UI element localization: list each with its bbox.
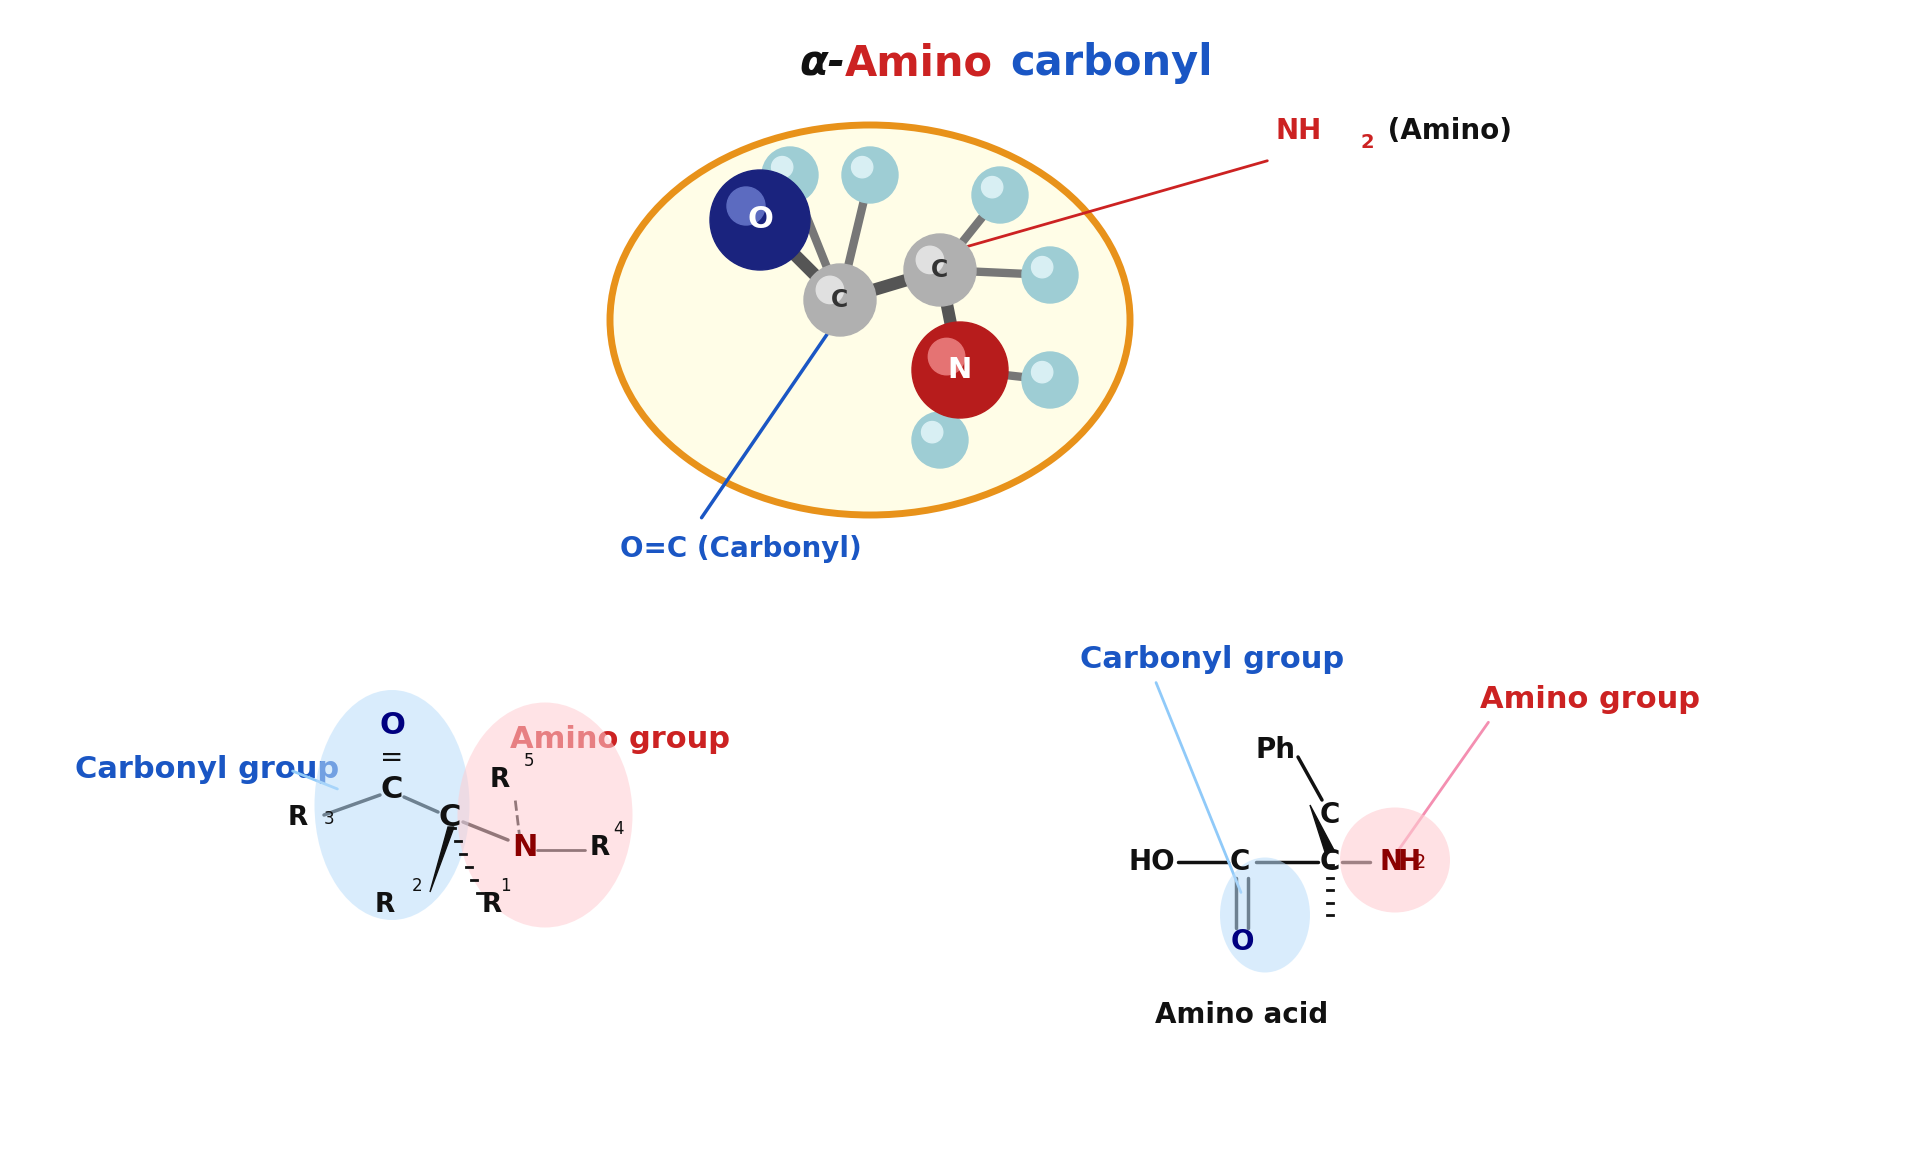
Text: Amino: Amino [845,41,993,84]
Ellipse shape [1219,857,1309,972]
Text: O: O [747,205,774,235]
Ellipse shape [1340,808,1450,912]
Text: N: N [513,834,538,863]
Text: 5: 5 [524,752,534,770]
Circle shape [1021,353,1077,408]
Circle shape [728,187,764,225]
Text: carbonyl: carbonyl [1010,41,1213,84]
Text: R: R [589,835,611,861]
Text: C: C [1231,848,1250,876]
Text: Carbonyl group: Carbonyl group [1079,645,1344,675]
Text: NH: NH [1275,118,1321,145]
Text: C: C [831,288,849,312]
Text: O=C (Carbonyl): O=C (Carbonyl) [620,535,862,563]
Text: 2: 2 [1361,132,1375,152]
Text: 2: 2 [1413,852,1427,872]
Text: O: O [378,711,405,740]
Text: Ph: Ph [1256,736,1294,764]
Text: C: C [440,803,461,833]
Text: 4: 4 [612,820,624,838]
Text: R: R [490,767,511,793]
Circle shape [1031,362,1052,382]
Circle shape [912,323,1008,418]
Circle shape [981,176,1002,198]
Text: R: R [288,805,307,831]
Circle shape [904,234,975,306]
Text: C: C [1319,801,1340,829]
Circle shape [762,147,818,203]
Text: C: C [931,258,948,282]
Text: α-: α- [799,41,845,84]
Circle shape [772,157,793,177]
Text: Amino group: Amino group [511,726,730,755]
Circle shape [816,276,843,304]
Text: Amino group: Amino group [1480,685,1699,714]
Ellipse shape [611,126,1131,515]
Circle shape [1021,247,1077,303]
Circle shape [852,157,874,177]
Text: C: C [1319,848,1340,876]
Circle shape [710,170,810,270]
Circle shape [927,339,964,374]
Text: (Amino): (Amino) [1379,118,1513,145]
Text: 2: 2 [413,877,422,895]
Circle shape [843,147,899,203]
Polygon shape [430,827,453,892]
Circle shape [912,412,968,468]
Circle shape [1031,257,1052,278]
Text: N: N [948,356,972,384]
Text: 3: 3 [324,810,334,828]
Text: Amino acid: Amino acid [1156,1001,1329,1029]
Text: =: = [380,744,403,772]
Ellipse shape [457,703,632,927]
Text: C: C [380,775,403,804]
Text: H: H [1398,848,1421,876]
Circle shape [804,264,876,336]
Text: R: R [482,892,503,918]
Circle shape [922,422,943,442]
Text: Carbonyl group: Carbonyl group [75,756,340,785]
Polygon shape [1309,805,1334,852]
Circle shape [972,167,1027,223]
Text: N: N [1380,848,1404,876]
Text: HO: HO [1129,848,1175,876]
Text: 1: 1 [499,877,511,895]
Text: R: R [374,892,396,918]
Circle shape [916,247,943,274]
Ellipse shape [315,690,470,920]
Text: O: O [1231,929,1254,956]
